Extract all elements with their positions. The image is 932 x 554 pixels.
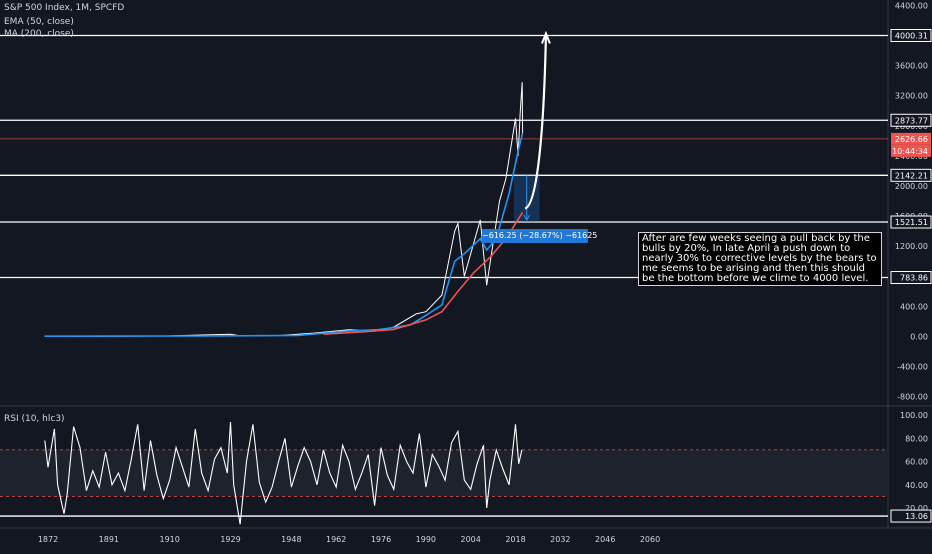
level-tag [890,168,932,182]
rsi-tick-label: 20.00 [905,504,928,513]
level-tag-label: 783.86 [900,274,928,283]
rsi-series-line [44,421,523,525]
level-tag-label: 2873.77 [895,116,928,125]
time-tick-label: 2018 [505,535,525,544]
symbol-title[interactable]: S&P 500 Index, 1M, SPCFD [4,3,125,13]
ma-series-line [323,211,524,335]
price-tick-label: 2000.00 [895,182,928,191]
annotation-box[interactable]: After are few weeks seeing a pull back b… [638,232,882,286]
time-tick-label: 1929 [220,535,240,544]
price-tick-label: 3600.00 [895,62,928,71]
measure-label[interactable]: −616.25 (−28.67%) −61625 [482,229,597,243]
measure-arrowhead [523,214,531,221]
rsi-tick-label: 60.00 [905,458,928,467]
projection-arrowhead [541,30,551,44]
rsi-level-tag [890,509,932,523]
price-tick-label: 400.00 [900,302,928,311]
price-tick-label: 0.00 [910,333,928,342]
rsi-legend[interactable]: RSI (10, hlc3) [4,414,65,424]
time-tick-label: 1891 [99,535,119,544]
current-price-label: 2626.66 [895,135,928,144]
price-tick-label: 4400.00 [895,1,928,10]
level-tag [890,113,932,127]
countdown-label: 10:44:34 [892,147,928,156]
ema-series-line [44,133,524,337]
countdown-tag [891,144,931,157]
level-tag-label: 4000.31 [895,32,928,41]
rsi-level-label: 13.06 [905,512,928,521]
level-tag-label: 2142.21 [895,171,928,180]
rsi-tick-label: 100.00 [900,411,928,420]
rsi-band-fill [0,449,888,497]
time-tick-label: 1990 [416,535,436,544]
time-tick-label: 1910 [160,535,180,544]
projection-arrow [524,35,548,210]
level-tag-label: 1521.51 [895,218,928,227]
level-tag [890,271,932,285]
time-tick-label: 2004 [461,535,481,544]
current-price-tag [891,132,931,145]
price-tick-label: 1200.00 [895,242,928,251]
ma-legend[interactable]: MA (200, close) [4,29,74,39]
time-tick-label: 2046 [595,535,615,544]
time-tick-label: 2032 [550,535,570,544]
time-tick-label: 1948 [281,535,301,544]
time-tick-label: 1976 [371,535,391,544]
time-tick-label: 2060 [640,535,660,544]
time-tick-label: 1962 [326,535,346,544]
rsi-tick-label: 80.00 [905,434,928,443]
level-tag [890,215,932,229]
level-tag [890,29,932,42]
rsi-tick-label: 40.00 [905,481,928,490]
time-tick-label: 1872 [38,535,58,544]
price-tick-label: 3200.00 [895,92,928,101]
price-tick-label: -400.00 [897,363,928,372]
price-tick-label: -800.00 [897,393,928,402]
ema-legend[interactable]: EMA (50, close) [4,17,74,27]
